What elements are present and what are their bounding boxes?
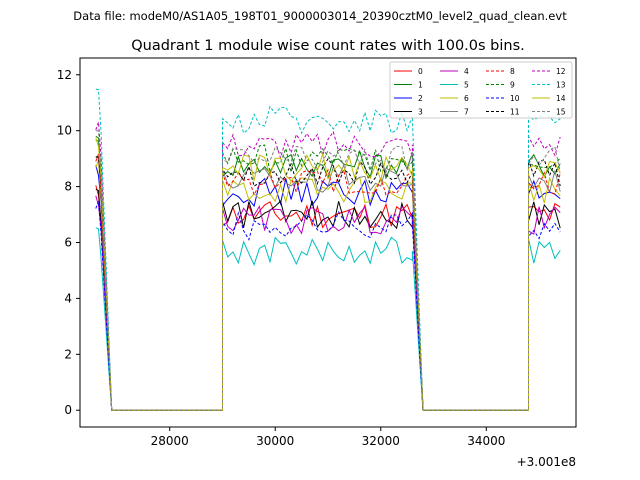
legend-label-7: 7 — [464, 108, 469, 117]
series-line-10 — [95, 200, 561, 411]
legend-label-5: 5 — [464, 81, 469, 90]
series-line-13 — [95, 88, 561, 411]
series-line-8 — [95, 153, 561, 411]
legend-label-4: 4 — [464, 67, 469, 76]
series-line-0 — [95, 185, 561, 411]
series-line-2 — [95, 165, 561, 411]
chart-suptitle: Data file: modeM0/AS1A05_198T01_90000030… — [73, 9, 567, 23]
series-line-3 — [95, 188, 561, 411]
legend-label-10: 10 — [510, 94, 520, 103]
series-line-14 — [95, 137, 561, 411]
series-line-12 — [95, 121, 561, 411]
legend-label-15: 15 — [556, 108, 566, 117]
legend-label-13: 13 — [556, 81, 566, 90]
y-tick-label: 10 — [57, 124, 72, 138]
x-tick-label: 34000 — [467, 434, 505, 448]
series-line-4 — [95, 195, 561, 411]
legend-label-2: 2 — [418, 94, 423, 103]
y-tick-label: 4 — [64, 291, 72, 305]
series-line-15 — [95, 130, 561, 411]
x-tick-label: 28000 — [151, 434, 189, 448]
y-tick-label: 6 — [64, 236, 72, 250]
y-tick-label: 2 — [64, 347, 72, 361]
series-line-9 — [95, 139, 561, 411]
x-offset-label: +3.001e8 — [517, 455, 576, 469]
chart-title: Quadrant 1 module wise count rates with … — [131, 38, 525, 54]
legend-label-11: 11 — [510, 108, 520, 117]
legend-label-1: 1 — [418, 81, 423, 90]
y-tick-label: 0 — [64, 403, 72, 417]
legend-box — [389, 61, 573, 119]
x-tick-label: 30000 — [256, 434, 294, 448]
legend-label-14: 14 — [556, 94, 566, 103]
legend-label-8: 8 — [510, 67, 515, 76]
y-axis: 0 2 4 6 8 10 12 — [57, 68, 80, 417]
series-line-5 — [95, 227, 561, 411]
series-line-7 — [95, 156, 561, 411]
series-line-6 — [95, 160, 561, 411]
legend-label-3: 3 — [418, 108, 423, 117]
x-tick-label: 32000 — [362, 434, 400, 448]
legend-label-0: 0 — [418, 67, 423, 76]
legend-label-6: 6 — [464, 94, 469, 103]
legend-label-12: 12 — [556, 67, 566, 76]
legend-label-9: 9 — [510, 81, 515, 90]
x-axis: 28000 30000 32000 34000 — [151, 427, 505, 448]
series-line-11 — [95, 156, 561, 411]
series-lines — [95, 88, 561, 411]
y-tick-label: 12 — [57, 68, 72, 82]
y-tick-label: 8 — [64, 180, 72, 194]
